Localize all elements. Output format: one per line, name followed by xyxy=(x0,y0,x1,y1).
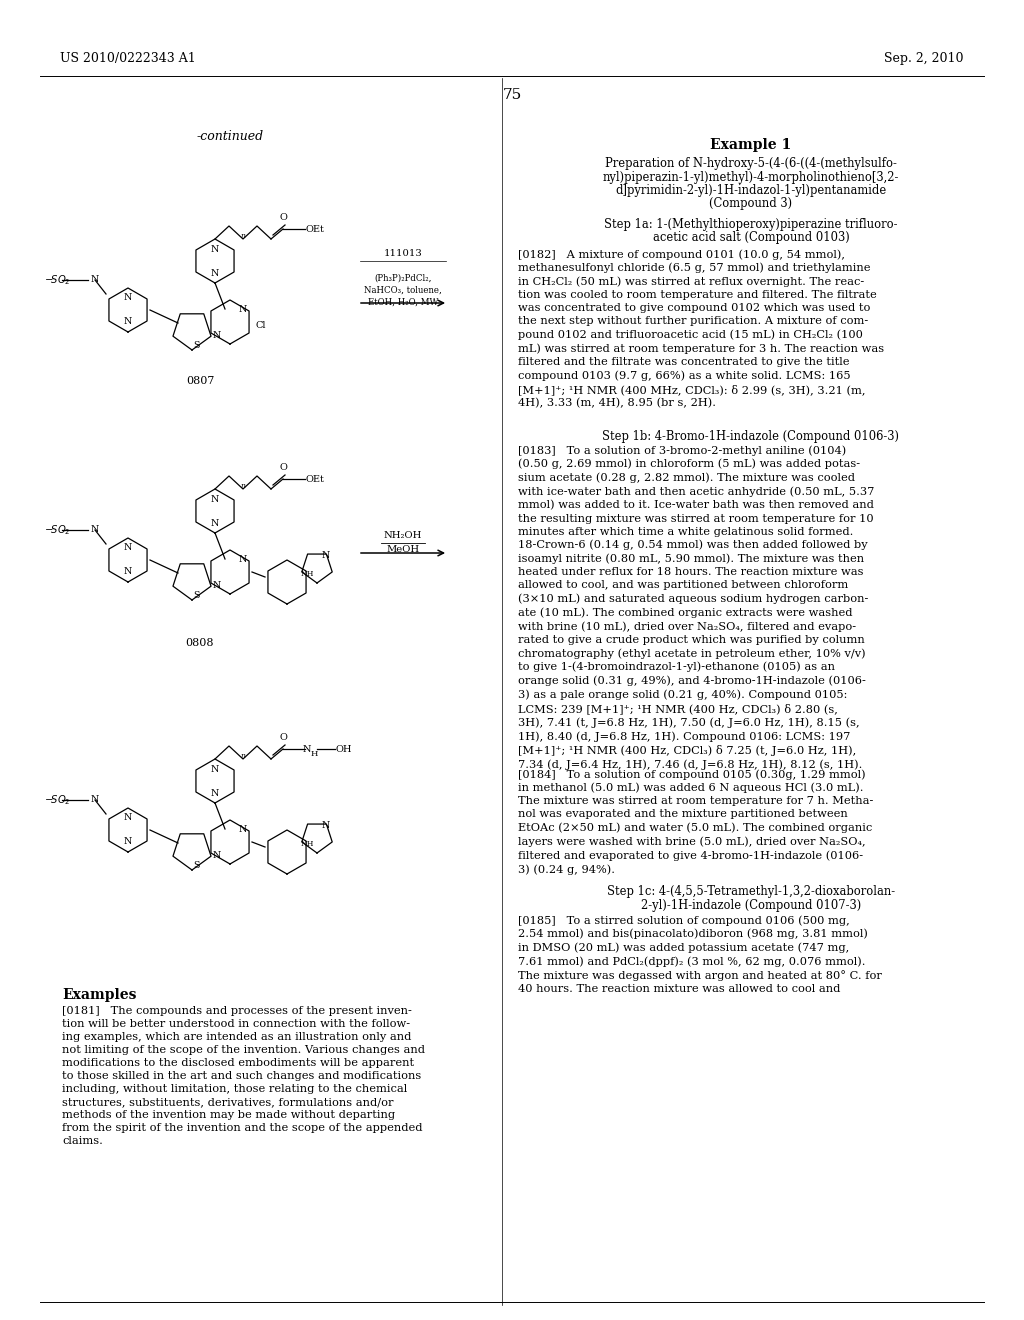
Text: acetic acid salt (Compound 0103): acetic acid salt (Compound 0103) xyxy=(652,231,849,244)
Text: N: N xyxy=(213,330,221,339)
Text: Step 1a: 1-(Methylthioperoxy)piperazine trifluoro-: Step 1a: 1-(Methylthioperoxy)piperazine … xyxy=(604,218,898,231)
Text: [0183]   To a solution of 3-bromo-2-methyl aniline (0104)
(0.50 g, 2.69 mmol) in: [0183] To a solution of 3-bromo-2-methyl… xyxy=(518,445,874,770)
Text: N: N xyxy=(322,552,330,561)
Text: H: H xyxy=(311,750,318,758)
Text: OEt: OEt xyxy=(305,474,324,483)
Text: NH: NH xyxy=(300,840,313,847)
Text: O: O xyxy=(280,213,287,222)
Text: N: N xyxy=(124,837,132,846)
Text: $-\!SO_2$: $-\!SO_2$ xyxy=(44,523,71,537)
Text: N: N xyxy=(124,813,132,822)
Text: 0807: 0807 xyxy=(185,376,214,385)
Text: N: N xyxy=(213,850,221,859)
Text: $-\!SO_2$: $-\!SO_2$ xyxy=(44,273,71,286)
Text: Sep. 2, 2010: Sep. 2, 2010 xyxy=(885,51,964,65)
Text: 111013: 111013 xyxy=(384,249,422,257)
Text: N: N xyxy=(239,825,247,833)
Text: N: N xyxy=(239,554,247,564)
Text: S: S xyxy=(193,590,200,599)
Text: Preparation of N-hydroxy-5-(4-(6-((4-(methylsulfo-: Preparation of N-hydroxy-5-(4-(6-((4-(me… xyxy=(605,157,897,170)
Text: n: n xyxy=(241,482,246,490)
Text: N: N xyxy=(91,796,99,804)
Text: $-\!SO_2$: $-\!SO_2$ xyxy=(44,793,71,807)
Text: N: N xyxy=(211,495,219,503)
Text: (Compound 3): (Compound 3) xyxy=(710,198,793,210)
Text: NH: NH xyxy=(300,570,313,578)
Text: [0185]   To a stirred solution of compound 0106 (500 mg,
2.54 mmol) and bis(pina: [0185] To a stirred solution of compound… xyxy=(518,915,882,994)
Text: S: S xyxy=(193,341,200,350)
Text: [0184]   To a solution of compound 0105 (0.30g, 1.29 mmol)
in methanol (5.0 mL) : [0184] To a solution of compound 0105 (0… xyxy=(518,770,873,875)
Text: [0182]   A mixture of compound 0101 (10.0 g, 54 mmol),
methanesulfonyl chloride : [0182] A mixture of compound 0101 (10.0 … xyxy=(518,249,884,408)
Text: S: S xyxy=(193,861,200,870)
Text: N: N xyxy=(124,544,132,553)
Text: N: N xyxy=(322,821,330,830)
Text: (Ph₃P)₂PdCl₂,: (Ph₃P)₂PdCl₂, xyxy=(374,275,432,282)
Text: N: N xyxy=(124,568,132,577)
Text: N: N xyxy=(124,293,132,302)
Text: n: n xyxy=(241,752,246,760)
Text: N: N xyxy=(211,764,219,774)
Text: 0808: 0808 xyxy=(185,638,214,648)
Text: Step 1c: 4-(4,5,5-Tetramethyl-1,3,2-dioxaborolan-: Step 1c: 4-(4,5,5-Tetramethyl-1,3,2-diox… xyxy=(607,884,895,898)
Text: N: N xyxy=(91,525,99,535)
Text: [0181]   The compounds and processes of the present inven-
tion will be better u: [0181] The compounds and processes of th… xyxy=(62,1006,425,1146)
Text: N: N xyxy=(239,305,247,314)
Text: N: N xyxy=(211,268,219,277)
Text: N: N xyxy=(303,744,311,754)
Text: N: N xyxy=(124,318,132,326)
Text: N: N xyxy=(211,519,219,528)
Text: N: N xyxy=(211,788,219,797)
Text: -continued: -continued xyxy=(197,129,263,143)
Text: N: N xyxy=(211,244,219,253)
Text: d]pyrimidin-2-yl)-1H-indazol-1-yl)pentanamide: d]pyrimidin-2-yl)-1H-indazol-1-yl)pentan… xyxy=(615,183,887,197)
Text: EtOH, H₂O, MW: EtOH, H₂O, MW xyxy=(368,298,438,308)
Text: NaHCO₃, toluene,: NaHCO₃, toluene, xyxy=(365,286,442,294)
Text: n: n xyxy=(241,232,246,240)
Text: Examples: Examples xyxy=(62,987,136,1002)
Text: NH₂OH: NH₂OH xyxy=(384,531,422,540)
Text: Step 1b: 4-Bromo-1H-indazole (Compound 0106-3): Step 1b: 4-Bromo-1H-indazole (Compound 0… xyxy=(602,430,899,444)
Text: Cl: Cl xyxy=(256,322,266,330)
Text: 75: 75 xyxy=(503,88,521,102)
Text: US 2010/0222343 A1: US 2010/0222343 A1 xyxy=(60,51,196,65)
Text: O: O xyxy=(280,733,287,742)
Text: N: N xyxy=(91,276,99,285)
Text: Example 1: Example 1 xyxy=(711,139,792,152)
Text: N: N xyxy=(213,581,221,590)
Text: 2-yl)-1H-indazole (Compound 0107-3): 2-yl)-1H-indazole (Compound 0107-3) xyxy=(641,899,861,912)
Text: O: O xyxy=(280,462,287,471)
Text: MeOH: MeOH xyxy=(386,545,420,554)
Text: nyl)piperazin-1-yl)methyl)-4-morpholinothieno[3,2-: nyl)piperazin-1-yl)methyl)-4-morpholinot… xyxy=(603,170,899,183)
Text: OH: OH xyxy=(335,744,351,754)
Text: OEt: OEt xyxy=(305,224,324,234)
